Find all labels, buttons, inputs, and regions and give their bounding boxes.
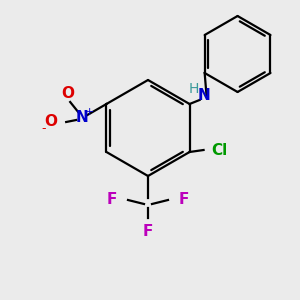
Text: O: O	[62, 86, 75, 101]
Text: +: +	[85, 107, 94, 117]
Text: N: N	[76, 110, 88, 125]
Text: F: F	[107, 193, 117, 208]
Text: F: F	[143, 224, 153, 238]
Text: F: F	[179, 193, 189, 208]
Text: N: N	[197, 88, 210, 103]
Text: O: O	[45, 115, 58, 130]
Text: Cl: Cl	[212, 142, 228, 158]
Text: -: -	[41, 122, 45, 136]
Text: H: H	[188, 82, 199, 96]
